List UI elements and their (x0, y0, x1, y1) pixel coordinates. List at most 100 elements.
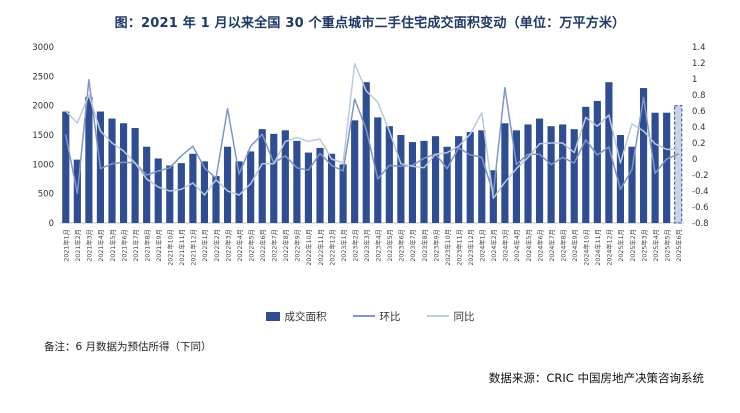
x-axis-label: 2021年3月 (85, 229, 94, 262)
x-axis-label: 2021年9月 (154, 229, 163, 262)
x-axis-label: 2022年3月 (223, 229, 232, 262)
legend-item-bar: 成交面积 (265, 309, 327, 324)
x-axis-label: 2022年8月 (281, 229, 290, 262)
left-axis-tick: 3000 (32, 43, 54, 53)
x-axis-label: 2023年5月 (385, 229, 394, 262)
combo-chart: 0 500 1000 1500 2000 2500 3000 -0.8 -0.6 -0.4 -0.2… (32, 43, 709, 266)
bar (316, 147, 324, 223)
bar (339, 164, 347, 223)
left-axis-tick: 1000 (32, 160, 54, 170)
footnote: 备注：6 月数据为预估所得（下同） (44, 341, 212, 353)
right-axis-tick: 1.4 (692, 43, 706, 53)
bar (651, 112, 659, 223)
x-axis-label: 2023年1月 (339, 229, 348, 262)
x-axis-label: 2022年7月 (270, 229, 279, 262)
bar (62, 111, 70, 223)
x-axis-label: 2022年6月 (258, 229, 267, 262)
x-axis-label: 2021年2月 (73, 229, 82, 262)
x-axis-label: 2023年7月 (408, 229, 417, 262)
right-axis-tick: 1.2 (692, 59, 706, 69)
left-axis-tick: 2500 (32, 72, 54, 82)
bar (466, 132, 474, 223)
x-axis-label: 2022年9月 (293, 229, 302, 262)
bar (293, 140, 301, 223)
bar (304, 152, 313, 223)
x-axis-label: 2025年4月 (651, 229, 660, 262)
bar (212, 176, 220, 223)
x-axis-label: 2024年10月 (582, 229, 591, 266)
x-axis-label: 2021年10月 (166, 229, 175, 266)
bar (397, 135, 405, 223)
x-axis-label: 2022年12月 (327, 229, 336, 266)
bar (455, 136, 463, 223)
bar (374, 117, 382, 223)
right-axis-tick: -0.6 (692, 203, 709, 213)
x-axis-label: 2021年5月 (108, 229, 117, 262)
bar (108, 118, 116, 223)
bar (431, 136, 440, 223)
legend-swatch-2 (426, 315, 449, 317)
left-axis-tick: 500 (38, 190, 54, 200)
x-axis-label: 2024年7月 (547, 229, 556, 262)
x-axis-label: 2024年12月 (605, 229, 614, 266)
bar (420, 140, 428, 223)
yoy-line (65, 63, 679, 199)
x-axis-label: 2024年2月 (489, 229, 498, 262)
bar (582, 106, 590, 223)
bar (327, 153, 336, 223)
x-axis-label: 2024年1月 (478, 229, 487, 262)
bar (408, 142, 417, 223)
right-axis-tick: -0.8 (692, 219, 709, 229)
right-axis-tick: 0.4 (692, 123, 706, 133)
bar (235, 161, 243, 223)
x-axis-label: 2024年3月 (501, 229, 510, 262)
x-axis-label: 2022年10月 (304, 229, 313, 266)
bar (605, 82, 613, 223)
x-axis-label: 2022年2月 (212, 229, 221, 262)
legend-item-mom: 环比 (352, 309, 401, 324)
bar (270, 133, 278, 223)
bar-estimated (674, 105, 683, 224)
bar (559, 124, 567, 223)
bar (535, 118, 544, 223)
right-axis-tick: -0.2 (692, 171, 709, 181)
x-axis-label: 2025年1月 (616, 229, 625, 262)
x-axis-label: 2023年2月 (350, 229, 359, 262)
x-axis-label: 2023年12月 (466, 229, 475, 266)
x-axis-label: 2024年5月 (524, 229, 533, 262)
right-axis-tick: 0.2 (692, 139, 706, 149)
x-axis-label: 2023年3月 (362, 229, 371, 262)
bar (570, 129, 578, 223)
x-axis-label: 2021年12月 (189, 229, 198, 266)
bar (223, 146, 232, 223)
x-axis-label: 2023年6月 (397, 229, 406, 262)
x-axis-label: 2023年4月 (374, 229, 383, 262)
left-axis-tick: 0 (49, 219, 54, 229)
x-axis-label: 2021年6月 (119, 229, 128, 262)
bar (351, 120, 359, 223)
x-axis-label: 2022年4月 (235, 229, 244, 262)
bar (119, 123, 128, 223)
chart-legend: 成交面积 环比 同比 (0, 307, 740, 325)
x-axis-label: 2025年6月 (674, 229, 683, 262)
left-axis-tick: 2000 (32, 102, 54, 112)
legend-swatch-0 (265, 311, 280, 321)
x-axis-label: 2023年9月 (431, 229, 440, 262)
bar (362, 82, 370, 223)
bar (593, 100, 601, 223)
right-axis-tick: 0 (692, 155, 697, 165)
left-axis-tick: 1500 (32, 131, 54, 141)
x-axis-label: 2022年5月 (246, 229, 255, 262)
bar (628, 146, 636, 223)
bar (639, 88, 648, 223)
bar (166, 165, 174, 223)
data-source: 数据来源：CRIC 中国房地产决策咨询系统 (488, 371, 704, 385)
right-axis-tick: 1 (692, 75, 697, 85)
x-axis-label: 2024年11月 (593, 229, 602, 266)
x-axis-label: 2024年8月 (558, 229, 567, 262)
x-axis-label: 2023年11月 (454, 229, 463, 266)
bar (200, 161, 209, 223)
bar (247, 151, 255, 223)
x-axis-label: 2022年1月 (200, 229, 209, 262)
